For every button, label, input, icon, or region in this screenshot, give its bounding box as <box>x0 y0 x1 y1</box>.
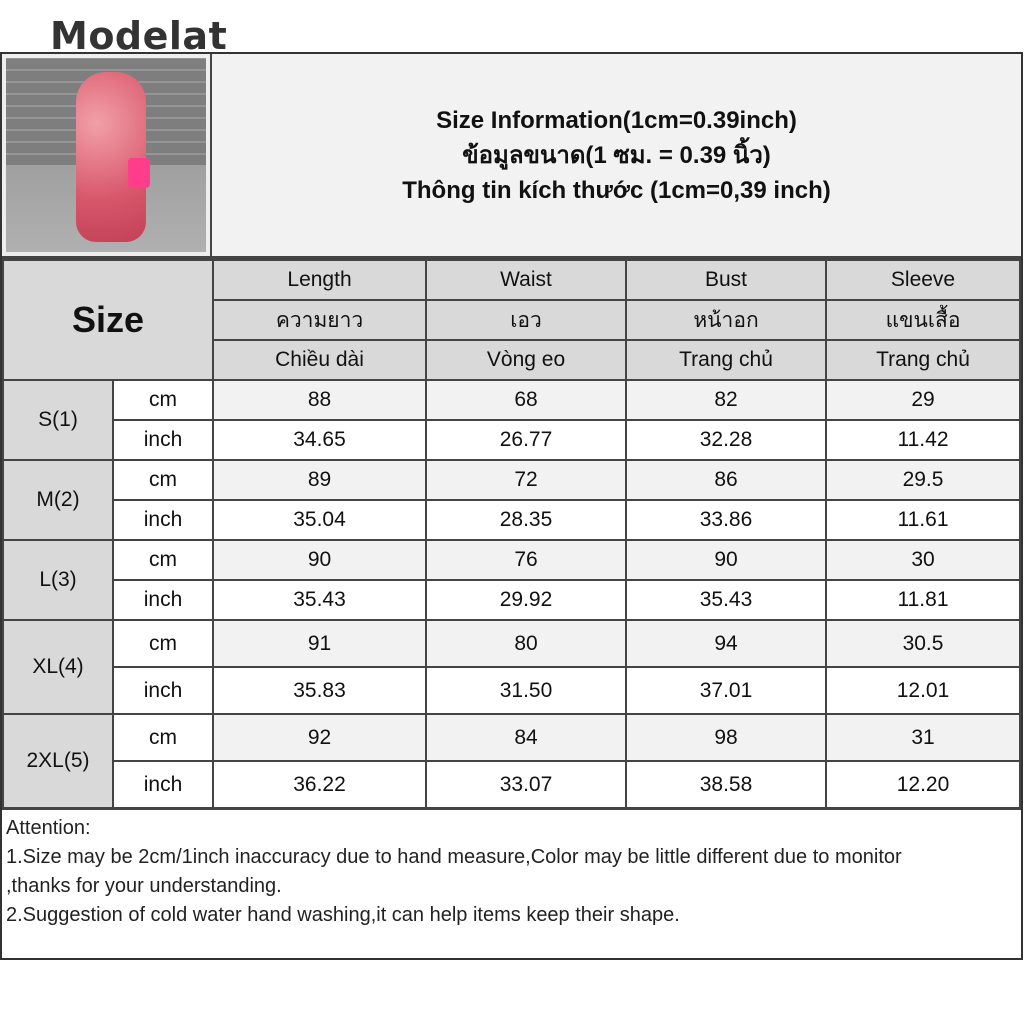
header-row: Chiều dài Vòng eo Trang chủ Trang chủ <box>3 339 1021 381</box>
measurement-cell: 90 <box>625 539 828 581</box>
column-header-th: เอว <box>425 299 628 341</box>
measurement-cell: 33.86 <box>625 499 828 541</box>
measurement-cell: 11.61 <box>825 499 1021 541</box>
column-header-th: ความยาว <box>212 299 428 341</box>
measurement-cell: 12.01 <box>825 666 1021 715</box>
title-th: ข้อมูลขนาด(1 ซม. = 0.39 นิ้ว) <box>462 141 771 169</box>
measurement-cell: 38.58 <box>625 760 828 809</box>
table-row: inch 35.04 28.35 33.86 11.61 <box>3 499 1021 541</box>
measurement-cell: 28.35 <box>425 499 628 541</box>
measurement-cell: 89 <box>212 459 428 501</box>
size-info-title: Size Information(1cm=0.39inch) ข้อมูลขนา… <box>212 54 1021 256</box>
size-label: XL(4) <box>2 619 114 715</box>
column-header-th: หน้าอก <box>625 299 828 341</box>
table-row: inch 35.83 31.50 37.01 12.01 <box>3 666 1021 715</box>
measurement-cell: 35.43 <box>212 579 428 621</box>
attention-line: 2.Suggestion of cold water hand washing,… <box>6 904 680 926</box>
table-row: inch 35.43 29.92 35.43 11.81 <box>3 579 1021 621</box>
brand-logo: Modelat <box>50 14 228 58</box>
table-row: inch 34.65 26.77 32.28 11.42 <box>3 419 1021 461</box>
table-row: 2XL(5) cm 92 84 98 31 <box>2 713 1021 809</box>
table-row: XL(4) cm 91 80 94 30.5 <box>2 619 1021 715</box>
measurement-cell: 76 <box>425 539 628 581</box>
product-photo <box>2 54 212 256</box>
measurement-cell: 11.42 <box>825 419 1021 461</box>
title-en: Size Information(1cm=0.39inch) <box>436 106 797 134</box>
measurement-cell: 37.01 <box>625 666 828 715</box>
measurement-cell: 31 <box>825 713 1021 762</box>
unit-label: inch <box>111 579 215 621</box>
attention-heading: Attention: <box>6 817 91 839</box>
unit-label: inch <box>111 760 215 809</box>
measurement-cell: 32.28 <box>625 419 828 461</box>
measurement-cell: 68 <box>425 379 628 421</box>
measurement-cell: 11.81 <box>825 579 1021 621</box>
measurement-cell: 90 <box>212 539 428 581</box>
size-chart: Size Information(1cm=0.39inch) ข้อมูลขนา… <box>0 52 1023 960</box>
size-label: L(3) <box>2 539 114 621</box>
measurement-cell: 34.65 <box>212 419 428 461</box>
table-row: S(1) cm 88 68 82 29 <box>2 379 1021 461</box>
unit-label: cm <box>111 619 215 668</box>
column-header-en: Bust <box>625 259 828 301</box>
size-label: 2XL(5) <box>2 713 114 809</box>
chart-header: Size Information(1cm=0.39inch) ข้อมูลขนา… <box>2 54 1021 259</box>
header-row: Size Length Waist Bust Sleeve <box>1 259 1021 381</box>
measurement-cell: 94 <box>625 619 828 668</box>
column-header-vi: Trang chủ <box>625 339 828 381</box>
unit-label: inch <box>111 499 215 541</box>
size-header: Size <box>1 259 215 381</box>
column-header-en: Sleeve <box>825 259 1021 301</box>
column-header-vi: Chiều dài <box>212 339 428 381</box>
measurement-cell: 92 <box>212 713 428 762</box>
table-row: L(3) cm 90 76 90 30 <box>2 539 1021 621</box>
unit-label: cm <box>111 713 215 762</box>
measurement-cell: 84 <box>425 713 628 762</box>
measurement-cell: 26.77 <box>425 419 628 461</box>
attention-line: ,thanks for your understanding. <box>6 875 282 897</box>
unit-label: inch <box>111 666 215 715</box>
header-row: ความยาว เอว หน้าอก แขนเสื้อ <box>3 299 1021 341</box>
column-header-vi: Trang chủ <box>825 339 1021 381</box>
measurement-cell: 72 <box>425 459 628 501</box>
measurement-cell: 29.5 <box>825 459 1021 501</box>
measurement-cell: 88 <box>212 379 428 421</box>
column-header-en: Length <box>212 259 428 301</box>
measurement-cell: 12.20 <box>825 760 1021 809</box>
size-table: Size Length Waist Bust Sleeve ความยาว เอว หน้าอ… <box>1 259 1021 809</box>
column-header-en: Waist <box>425 259 628 301</box>
size-label: S(1) <box>2 379 114 461</box>
column-header-vi: Vòng eo <box>425 339 628 381</box>
attention-notes: Attention: 1.Size may be 2cm/1inch inacc… <box>2 809 1021 958</box>
measurement-cell: 30.5 <box>825 619 1021 668</box>
measurement-cell: 80 <box>425 619 628 668</box>
measurement-cell: 86 <box>625 459 828 501</box>
measurement-cell: 30 <box>825 539 1021 581</box>
measurement-cell: 33.07 <box>425 760 628 809</box>
unit-label: inch <box>111 419 215 461</box>
measurement-cell: 35.43 <box>625 579 828 621</box>
table-row: M(2) cm 89 72 86 29.5 <box>2 459 1021 541</box>
measurement-cell: 29 <box>825 379 1021 421</box>
measurement-cell: 82 <box>625 379 828 421</box>
measurement-cell: 29.92 <box>425 579 628 621</box>
measurement-cell: 36.22 <box>212 760 428 809</box>
measurement-cell: 31.50 <box>425 666 628 715</box>
measurement-cell: 35.04 <box>212 499 428 541</box>
size-label: M(2) <box>2 459 114 541</box>
table-row: inch 36.22 33.07 38.58 12.20 <box>3 760 1021 809</box>
measurement-cell: 91 <box>212 619 428 668</box>
measurement-cell: 35.83 <box>212 666 428 715</box>
column-header-th: แขนเสื้อ <box>825 299 1021 341</box>
attention-line: 1.Size may be 2cm/1inch inaccuracy due t… <box>6 846 902 868</box>
unit-label: cm <box>111 459 215 501</box>
unit-label: cm <box>111 379 215 421</box>
measurement-cell: 98 <box>625 713 828 762</box>
title-vi: Thông tin kích thước (1cm=0,39 inch) <box>402 176 831 204</box>
unit-label: cm <box>111 539 215 581</box>
